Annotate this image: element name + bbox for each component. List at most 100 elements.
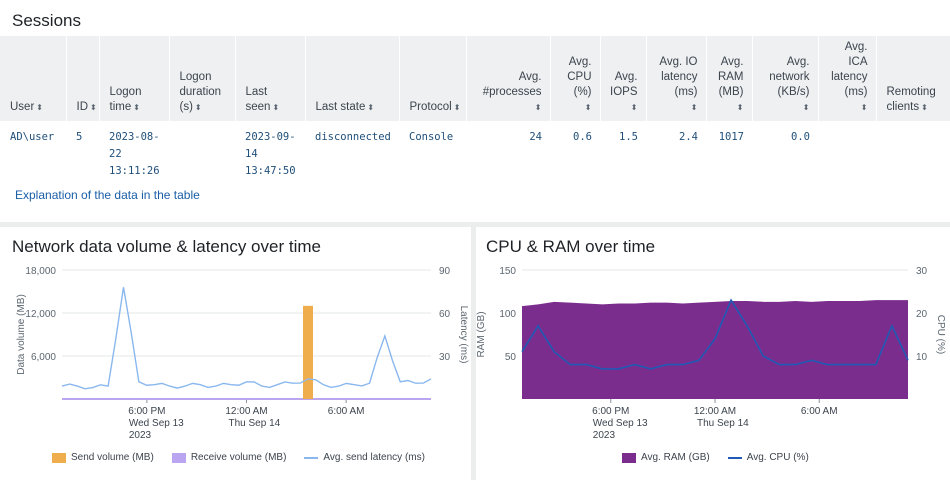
explanation-link[interactable]: Explanation of the data in the table [15,188,200,202]
network-chart-legend: Send volume (MB) Receive volume (MB) Avg. … [52,452,443,463]
y-right-tick-label: 20 [916,309,928,320]
column-header[interactable]: Last state ⬍ [305,36,400,121]
x-tick-label: Thu Sep 14 [229,418,281,429]
column-header-label: Protocol [409,101,452,113]
network-chart: 6,000 30 12,000 60 18,000 90 Data volume (MB) L… [16,266,469,441]
column-header[interactable]: User ⬍ [0,36,67,121]
column-header-label: Avg. CPU (%) [567,56,592,98]
column-header-label: Last seen [245,86,271,113]
sort-icon[interactable]: ⬍ [802,103,810,112]
column-header[interactable]: Avg. #processes ⬍ [466,36,551,121]
column-header-label: Remoting clients [886,86,936,113]
column-header[interactable]: Avg. CPU (%) ⬍ [550,36,601,121]
column-header-label: Avg. RAM (MB) [717,56,744,98]
cell-avg-ram: 1017 [718,131,744,143]
sessions-panel: Sessions User ⬍ ID ⬍ Logon time ⬍ Logon durati… [0,0,950,222]
cpu-ram-chart-legend: Avg. RAM (GB) Avg. CPU (%) [622,452,827,463]
cell-last-seen: 2023-09-14 13:47:50 [245,131,296,177]
send-volume-bar [303,305,313,399]
legend-swatch [52,452,66,463]
legend-swatch [727,456,742,459]
y-right-tick-label: 90 [439,266,451,277]
sessions-table: User ⬍ ID ⬍ Logon time ⬍ Logon duration (s) ⬍ La… [0,36,950,180]
legend-swatch [622,452,636,463]
x-tick-label: 6:00 AM [801,406,838,417]
legend-item[interactable]: Send volume (MB) [52,452,154,463]
sort-icon[interactable]: ⬍ [736,103,744,112]
cell-avg-cpu: 0.6 [573,131,592,143]
y-tick-label: 150 [499,266,516,277]
column-header[interactable]: Avg. network (KB/s) ⬍ [752,36,819,121]
column-header[interactable]: Protocol ⬍ [399,36,467,121]
cell-avg-io-latency: 2.4 [679,131,698,143]
sort-icon[interactable]: ⬍ [534,103,542,112]
x-tick-label: 6:00 AM [328,406,365,417]
sort-icon[interactable]: ⬍ [860,103,868,112]
cell-avg-ica-latency [818,121,876,180]
column-header[interactable]: Avg. RAM (MB) ⬍ [706,36,753,121]
column-header[interactable]: Last seen ⬍ [235,36,306,121]
y-axis-title: Data volume (MB) [16,294,27,375]
column-header-label: User [10,101,35,113]
y-right-tick-label: 30 [916,266,928,277]
sort-icon[interactable]: ⬍ [690,103,698,112]
column-header-label: Avg. #processes [482,71,542,98]
column-header[interactable]: Remoting clients ⬍ [876,36,950,121]
column-header[interactable]: ID ⬍ [66,36,100,121]
y-right-axis-title: Latency (ms) [458,306,469,364]
legend-item[interactable]: Receive volume (MB) [171,452,287,463]
legend-label: Avg. RAM (GB) [641,452,710,463]
sort-icon[interactable]: ⬍ [584,103,592,112]
sort-icon[interactable]: ⬍ [36,103,43,112]
cell-id: 5 [76,131,83,143]
legend-item[interactable]: Avg. send latency (ms) [304,452,425,463]
sort-icon[interactable]: ⬍ [133,103,140,112]
x-tick-label: 6:00 PM [592,406,629,417]
column-header[interactable]: Logon duration (s) ⬍ [169,36,236,121]
cell-avg-processes: 24 [529,131,542,143]
column-header[interactable]: Logon time ⬍ [99,36,170,121]
y-tick-label: 12,000 [25,309,56,320]
legend-label: Avg. CPU (%) [746,452,809,463]
y-axis-title: RAM (GB) [476,311,487,357]
column-header[interactable]: Avg. IO latency (ms) ⬍ [646,36,707,121]
sort-icon[interactable]: ⬍ [90,103,97,112]
cpu-ram-chart-panel: CPU & RAM over time 50 10 100 20 150 30 RAM (G… [476,227,950,480]
sort-icon[interactable]: ⬍ [453,103,461,112]
sort-icon[interactable]: ⬍ [630,103,638,112]
network-chart-panel: Network data volume & latency over time … [0,227,471,480]
x-tick-label: 2023 [129,430,152,441]
column-header[interactable]: Avg. IOPS ⬍ [600,36,647,121]
y-tick-label: 6,000 [31,352,56,363]
sort-icon[interactable]: ⬍ [194,103,202,112]
column-header-label: Avg. IOPS [610,71,638,98]
y-tick-label: 50 [505,352,517,363]
legend-item[interactable]: Avg. CPU (%) [727,452,809,463]
table-row[interactable]: AD\user 5 2023-08-22 13:11:26 2023-09-14 13… [0,121,950,180]
legend-label: Send volume (MB) [71,452,154,463]
ram-area [522,300,908,399]
cell-logon-time: 2023-08-22 13:11:26 [109,131,160,177]
legend-item[interactable]: Avg. RAM (GB) [622,452,710,463]
cell-logon-duration [169,121,235,180]
cpu-ram-chart-title: CPU & RAM over time [486,237,656,256]
column-header-label: Avg. ICA latency (ms) [831,41,868,98]
legend-swatch [304,456,319,459]
column-header-label: Logon time [109,86,142,113]
x-tick-label: 12:00 AM [694,406,736,417]
column-header-label: ID [76,101,89,113]
column-header-label: Last state [315,101,366,113]
cell-protocol: Console [409,131,454,143]
column-header-label: Avg. network (KB/s) [769,56,810,98]
cell-remoting-clients [876,121,950,180]
latency-line [61,287,432,390]
sort-icon[interactable]: ⬍ [921,103,928,112]
cell-user[interactable]: AD\user [10,131,55,143]
cell-avg-iops: 1.5 [619,131,638,143]
column-header[interactable]: Avg. ICA latency (ms) ⬍ [818,36,877,121]
y-tick-label: 100 [499,309,516,320]
legend-label: Receive volume (MB) [190,452,287,463]
cpu-ram-chart: 50 10 100 20 150 30 RAM (GB) CPU (%) 6:00 PMWed … [476,266,946,441]
sort-icon[interactable]: ⬍ [367,103,375,112]
sort-icon[interactable]: ⬍ [272,103,280,112]
